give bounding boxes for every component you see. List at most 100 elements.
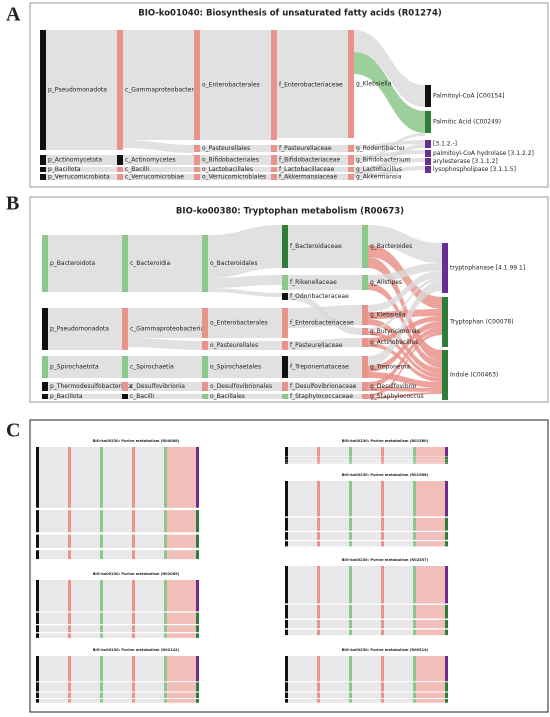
flow	[46, 167, 117, 172]
node-label: o_Enterobacterales	[210, 320, 268, 327]
flow	[46, 174, 117, 180]
flow	[384, 541, 413, 547]
node	[381, 566, 384, 604]
node	[132, 682, 135, 692]
node	[100, 580, 103, 612]
flow	[39, 510, 68, 533]
flow	[46, 30, 117, 150]
flow	[416, 481, 445, 517]
node	[282, 293, 288, 300]
node	[425, 140, 431, 148]
flow	[288, 481, 317, 517]
node-label: p_Verrucomicrobiota	[48, 174, 110, 181]
flow	[167, 625, 196, 633]
node-label: f_Pasteurellaceae	[290, 342, 343, 349]
node	[413, 541, 416, 547]
node	[413, 604, 416, 619]
node-label: f_Bacteroidaceae	[290, 243, 342, 250]
flow	[288, 682, 317, 692]
node	[348, 174, 354, 180]
flow	[352, 481, 381, 517]
flow	[416, 456, 445, 460]
node	[202, 341, 208, 350]
sub-title: BIO-ko00230: Purine metabolism (R02142)	[93, 648, 180, 652]
node	[381, 604, 384, 619]
node-label: p_Bacillota	[50, 393, 83, 400]
flow	[103, 625, 132, 633]
flow	[384, 481, 413, 517]
node-label: f_Treponemataceae	[290, 364, 349, 371]
node	[381, 682, 384, 692]
node-label: f_Desulfovibrionaceae	[290, 383, 357, 390]
flow	[368, 278, 442, 331]
flow	[135, 682, 164, 692]
flow	[354, 30, 425, 107]
flow	[416, 620, 445, 629]
flow	[384, 656, 413, 682]
node	[282, 356, 288, 378]
flow	[48, 308, 122, 350]
node	[122, 382, 128, 391]
node	[194, 30, 200, 140]
sub-title: BIO-ko00230: Purine metabolism (R02089)	[93, 572, 180, 576]
node-label: o_Pasteurellales	[202, 145, 250, 152]
node	[282, 308, 288, 338]
node	[100, 534, 103, 548]
node-label: o_Verrucomicrobiales	[202, 174, 266, 181]
flow	[103, 580, 132, 612]
flow	[208, 288, 282, 297]
flow	[416, 699, 445, 703]
node	[445, 620, 448, 629]
node	[132, 633, 135, 638]
node	[425, 166, 431, 173]
flow	[384, 566, 413, 604]
node-label: g_Rodentibacter	[356, 145, 406, 152]
node	[285, 532, 288, 540]
node	[349, 462, 352, 464]
node	[317, 566, 320, 604]
node	[413, 517, 416, 531]
flow	[352, 462, 381, 464]
flow	[208, 275, 282, 288]
node	[36, 447, 39, 508]
flow	[368, 257, 442, 361]
flow	[416, 692, 445, 699]
node	[413, 692, 416, 699]
node	[196, 534, 199, 548]
flow	[352, 541, 381, 547]
node	[164, 692, 167, 699]
flow	[320, 541, 349, 547]
node	[381, 541, 384, 547]
node-label: p_Spirochaetota	[50, 364, 99, 371]
node	[285, 682, 288, 692]
node	[381, 456, 384, 460]
node	[100, 510, 103, 533]
node	[349, 460, 352, 463]
node	[164, 633, 167, 638]
flow	[368, 343, 442, 382]
node-label: c_Desulfovibrionia	[130, 383, 185, 390]
node	[36, 625, 39, 633]
panel-title: BIO-ko01040: Biosynthesis of unsaturated…	[138, 9, 442, 19]
node-label: p_Bacteroidota	[50, 260, 95, 267]
node	[317, 517, 320, 531]
flow	[39, 534, 68, 548]
flow	[39, 580, 68, 612]
flow	[352, 532, 381, 540]
node	[317, 682, 320, 692]
flow	[277, 145, 348, 152]
node	[117, 174, 123, 180]
node	[425, 158, 431, 165]
node	[36, 656, 39, 682]
node-label: g_Desulfovibrio	[370, 383, 417, 390]
node	[36, 534, 39, 548]
node	[36, 550, 39, 560]
flow	[320, 629, 349, 636]
node	[413, 682, 416, 692]
flow	[416, 517, 445, 531]
node	[349, 629, 352, 636]
node	[271, 174, 277, 180]
node-label: o_Bacteroidales	[210, 260, 257, 267]
flow	[354, 52, 425, 133]
flow	[39, 625, 68, 633]
